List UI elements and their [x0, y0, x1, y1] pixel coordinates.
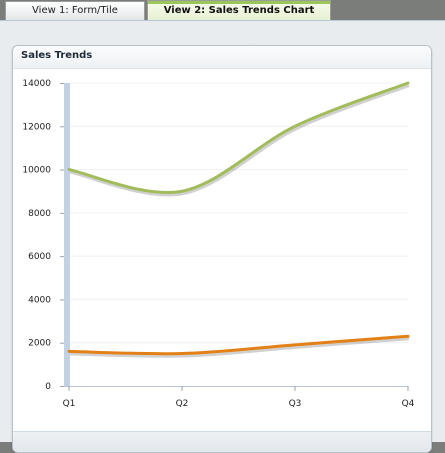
- y-tick-label: 14000: [22, 79, 51, 89]
- y-tick-label: 0: [45, 382, 51, 392]
- y-tick-label: 6000: [28, 252, 51, 262]
- x-tick-label: Q3: [289, 399, 302, 409]
- sales-trends-chart: 0 2000 4000 6000 8000 10000 12000 14000 Q1 Q2 Q3 Q4: [0, 0, 445, 442]
- y-tick-label: 2000: [28, 339, 51, 349]
- x-tick-label: Q2: [176, 399, 189, 409]
- y-axis-bar: [64, 83, 70, 386]
- x-tick-label: Q1: [63, 399, 76, 409]
- series-line-1: [69, 83, 408, 193]
- y-tick-label: 8000: [28, 209, 51, 219]
- y-tick-label: 12000: [22, 122, 51, 132]
- x-tick-label: Q4: [402, 399, 415, 409]
- series-line-2: [69, 336, 408, 354]
- y-tick-label: 4000: [28, 295, 51, 305]
- y-tick-label: 10000: [22, 166, 51, 176]
